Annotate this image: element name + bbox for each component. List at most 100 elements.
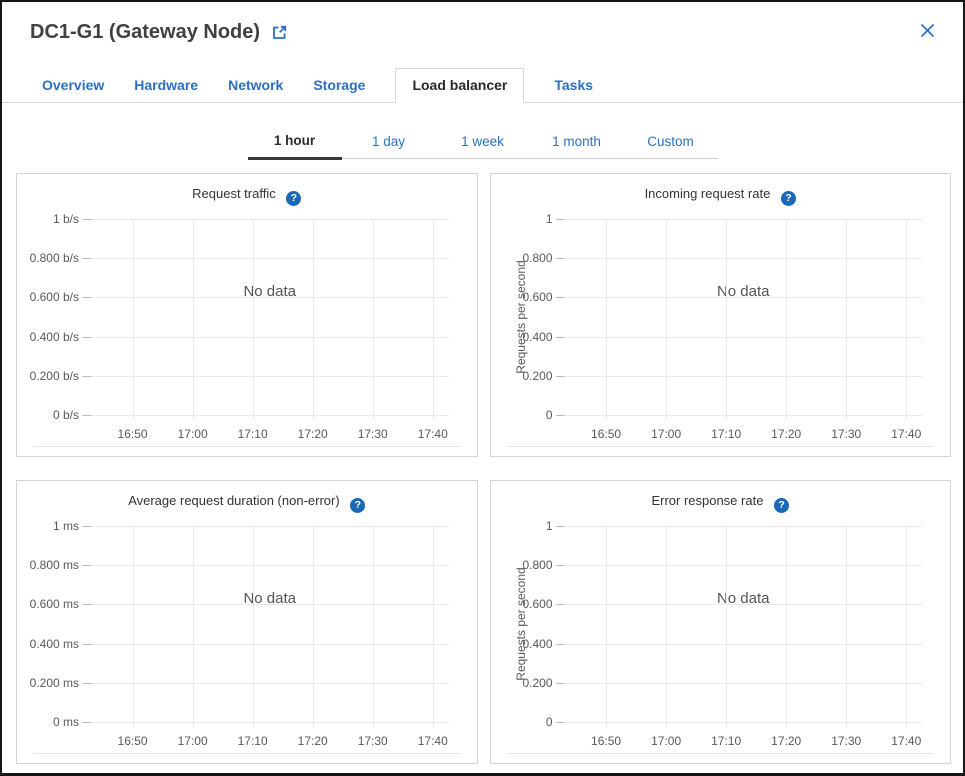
time-range-1-month[interactable]: 1 month [530, 127, 624, 158]
chart-header: Incoming request rate ? [491, 186, 951, 206]
y-tick-mark [555, 604, 565, 606]
chart-title: Request traffic [192, 186, 276, 201]
y-tick-label: 0.600 [522, 290, 553, 305]
y-tick-mark [555, 643, 565, 645]
v-gridline [786, 219, 788, 420]
y-tick-label: 0.200 ms [29, 675, 79, 690]
v-gridline [846, 526, 848, 727]
help-icon[interactable]: ? [350, 498, 366, 513]
h-gridline [564, 526, 922, 527]
tab-storage[interactable]: Storage [313, 69, 365, 102]
y-tick-label: 0 [545, 715, 553, 729]
x-tick-label: 17:30 [357, 734, 388, 748]
v-gridline [606, 219, 608, 420]
h-gridline [564, 336, 922, 338]
tab-hardware[interactable]: Hardware [134, 69, 198, 102]
y-tick-label: 0.600 b/s [29, 290, 79, 305]
help-icon[interactable]: ? [780, 191, 796, 206]
v-gridline [786, 526, 788, 727]
chart-header: Error response rate ? [491, 493, 951, 513]
y-tick-label: 0.400 b/s [29, 329, 79, 344]
y-tick-mark [555, 219, 565, 220]
close-button[interactable] [917, 20, 938, 41]
x-tick-label: 17:40 [417, 427, 448, 441]
x-tick-label: 17:40 [891, 734, 922, 748]
x-tick-label: 17:40 [891, 427, 922, 441]
x-tick-label: 17:20 [297, 427, 328, 441]
y-tick-mark [555, 722, 565, 723]
y-tick-mark [82, 722, 91, 723]
v-gridline [252, 526, 254, 727]
y-tick-mark [82, 682, 91, 684]
time-range-1-day[interactable]: 1 day [342, 127, 436, 158]
y-tick-label: 0.800 [522, 251, 553, 266]
tab-load-balancer[interactable]: Load balancer [395, 68, 525, 103]
chart-title: Average request duration (non-error) [128, 493, 340, 508]
y-tick-mark [555, 682, 565, 684]
no-data-message: No data [243, 283, 297, 300]
h-gridline [91, 297, 449, 299]
page-header: DC1-G1 (Gateway Node) [2, 2, 963, 46]
time-range-1-week[interactable]: 1 week [436, 127, 530, 158]
y-tick-label: 0.800 ms [29, 558, 79, 573]
y-tick-label: 0.200 [522, 675, 553, 690]
external-link-icon[interactable] [271, 24, 288, 41]
tab-network[interactable]: Network [228, 69, 283, 102]
x-tick-label: 17:00 [177, 427, 208, 441]
y-tick-mark [555, 526, 565, 527]
y-tick-label: 0.400 ms [29, 636, 79, 651]
time-range-1-hour[interactable]: 1 hour [247, 127, 342, 160]
panel-separator [33, 446, 461, 447]
chart-panel-average-request-duration-non-error: Average request duration (non-error) ? N… [16, 480, 478, 764]
help-icon[interactable]: ? [286, 191, 302, 206]
tab-overview[interactable]: Overview [42, 69, 104, 102]
x-tick-label: 17:00 [651, 734, 682, 748]
x-tick-label: 17:00 [651, 427, 682, 441]
h-gridline [91, 565, 449, 567]
h-gridline [91, 375, 449, 377]
x-tick-label: 17:00 [177, 734, 208, 748]
chart-panel-incoming-request-rate: Incoming request rate ? Requests per sec… [489, 173, 951, 457]
h-gridline [564, 643, 922, 645]
y-tick-mark [555, 375, 565, 377]
chart-header: Average request duration (non-error) ? [17, 493, 477, 513]
page-title-text: DC1-G1 (Gateway Node) [30, 21, 261, 43]
y-tick-label: 1 [545, 519, 553, 533]
h-gridline [564, 565, 922, 567]
y-axis-label: Requests per second [513, 567, 528, 681]
time-range-custom[interactable]: Custom [624, 127, 718, 158]
help-icon[interactable]: ? [774, 498, 790, 513]
x-tick-label: 16:50 [591, 734, 622, 748]
x-tick-label: 16:50 [117, 734, 148, 748]
y-tick-label: 0.800 b/s [29, 251, 79, 266]
h-gridline [91, 722, 449, 723]
h-gridline [564, 258, 922, 260]
charts-grid: Request traffic ? No data 1 b/s 0.800 b/s… [16, 173, 951, 764]
plot-area: Requests per second No data 1 0.800 0.600 0… [514, 519, 922, 748]
y-tick-label: 0.800 [522, 558, 553, 573]
y-tick-mark [82, 415, 91, 416]
y-tick-label: 0 b/s [52, 408, 79, 422]
x-tick-label: 17:20 [771, 734, 802, 748]
h-gridline [91, 336, 449, 338]
v-gridline [132, 526, 134, 727]
chart-panel-error-response-rate: Error response rate ? Requests per secon… [489, 480, 951, 764]
x-tick-label: 17:40 [417, 734, 448, 748]
x-tick-label: 16:50 [591, 427, 622, 441]
h-gridline [91, 682, 449, 684]
y-tick-label: 1 [545, 212, 553, 226]
v-gridline [192, 219, 194, 420]
no-data-message: No data [716, 590, 770, 607]
h-gridline [91, 526, 449, 527]
v-gridline [906, 526, 908, 727]
y-tick-mark [555, 336, 565, 338]
y-tick-mark [82, 297, 91, 299]
h-gridline [564, 219, 922, 220]
x-tick-label: 17:10 [711, 734, 742, 748]
y-tick-label: 0.200 [522, 368, 553, 383]
v-gridline [372, 526, 374, 727]
tab-tasks[interactable]: Tasks [554, 69, 593, 102]
v-gridline [132, 219, 134, 420]
x-tick-label: 17:10 [711, 427, 742, 441]
y-tick-label: 0.200 b/s [29, 368, 79, 383]
